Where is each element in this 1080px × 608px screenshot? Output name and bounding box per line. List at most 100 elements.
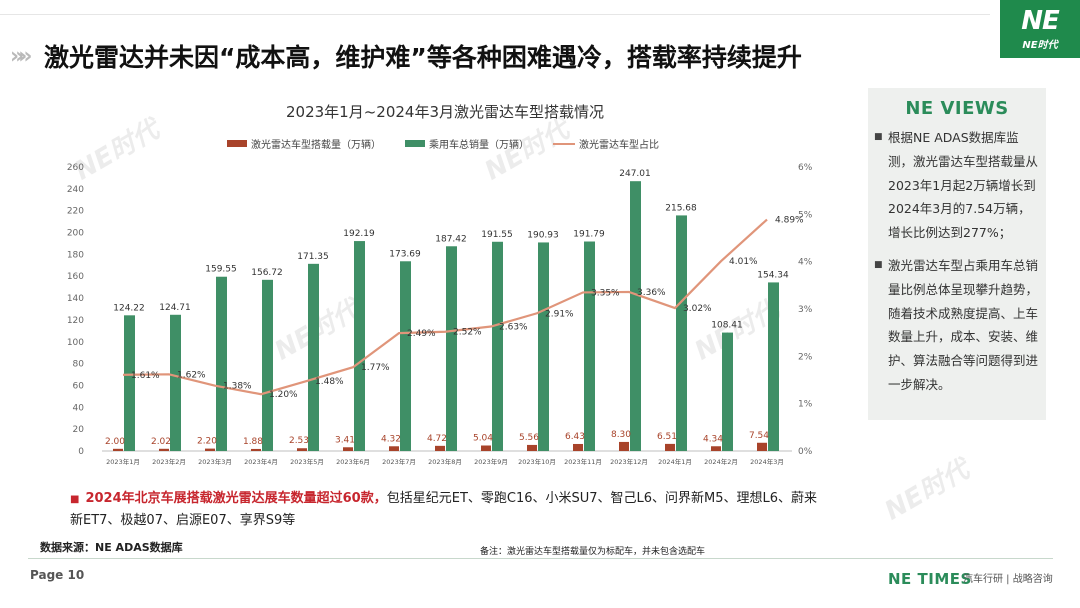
sales-data-label: 191.55 — [481, 230, 513, 240]
lidar-bar — [159, 448, 169, 451]
ratio-data-label: 1.77% — [361, 363, 390, 373]
ratio-data-label: 2.63% — [499, 323, 528, 333]
x-axis-tick: 2024年1月 — [658, 457, 692, 466]
sales-bar — [354, 241, 365, 451]
lidar-bar — [435, 445, 445, 451]
note-highlight: 2024年北京车展搭载激光雷达展车数量超过60款， — [85, 491, 387, 506]
sales-data-label: 191.79 — [573, 230, 605, 240]
left-axis-tick: 20 — [73, 425, 85, 435]
left-axis-tick: 100 — [67, 338, 84, 348]
lidar-bar — [481, 445, 491, 451]
x-axis-tick: 2023年7月 — [382, 457, 416, 466]
sales-data-label: 173.69 — [389, 249, 421, 259]
lidar-bar — [389, 446, 399, 451]
lidar-data-label: 4.32 — [381, 434, 401, 444]
ne-views-item: ■ 激光雷达车型占乘用车总销量比例总体呈现攀升趋势，随着技术成熟度提高、上车数量… — [874, 254, 1042, 397]
ne-views-text: 激光雷达车型占乘用车总销量比例总体呈现攀升趋势，随着技术成熟度提高、上车数量上升… — [888, 258, 1039, 392]
sales-data-label: 247.01 — [619, 169, 651, 179]
left-axis-tick: 140 — [67, 294, 84, 304]
ratio-data-label: 1.38% — [223, 382, 252, 392]
lidar-bar — [757, 442, 767, 451]
sales-data-label: 156.72 — [251, 268, 283, 278]
sales-bar — [584, 241, 595, 451]
sales-data-label: 154.34 — [757, 270, 789, 280]
lidar-bar — [619, 441, 629, 451]
ratio-line — [122, 218, 768, 396]
lidar-data-label: 7.54 — [749, 431, 769, 441]
x-axis-tick: 2023年9月 — [474, 457, 508, 466]
sales-data-label: 192.19 — [343, 229, 375, 239]
bullet-square-icon: ■ — [70, 494, 80, 505]
lidar-bar — [573, 443, 583, 451]
left-axis-tick: 200 — [67, 229, 84, 239]
x-axis-tick: 2023年1月 — [106, 457, 140, 466]
lidar-bar — [113, 448, 123, 451]
lidar-data-label: 2.00 — [105, 437, 125, 447]
sales-data-label: 215.68 — [665, 203, 697, 213]
sales-data-label: 108.41 — [711, 321, 743, 331]
ne-views-text: 根据NE ADAS数据库监测，激光雷达车型搭载量从2023年1月起2万辆增长到2… — [888, 130, 1039, 241]
x-axis-tick: 2023年12月 — [610, 457, 648, 466]
left-axis-tick: 240 — [67, 185, 84, 195]
sales-data-label: 171.35 — [297, 252, 329, 262]
x-axis-tick: 2023年4月 — [244, 457, 278, 466]
bottom-divider — [28, 558, 1053, 559]
right-axis-tick: 2% — [798, 352, 813, 362]
left-axis-tick: 0 — [78, 447, 84, 457]
logo-mark: NE — [1021, 5, 1060, 36]
legend-item-lidar: 激光雷达车型搭载量（万辆） — [227, 136, 381, 151]
ne-views-panel: NE VIEWS ■ 根据NE ADAS数据库监测，激光雷达车型搭载量从2023… — [868, 88, 1046, 420]
lidar-bar — [297, 448, 307, 451]
lidar-bar — [527, 444, 537, 451]
lidar-bar — [665, 443, 675, 451]
sales-bar — [308, 263, 319, 451]
x-axis-tick: 2023年8月 — [428, 457, 462, 466]
right-axis-tick: 1% — [798, 400, 813, 410]
bullet-square-icon: ■ — [874, 132, 883, 142]
brand-logo: NE NE时代 — [1000, 0, 1080, 58]
lidar-data-label: 6.43 — [565, 432, 585, 442]
ratio-data-label: 2.49% — [407, 329, 436, 339]
legend-label-sales: 乘用车总销量（万辆） — [429, 140, 529, 151]
sales-bar — [492, 241, 503, 451]
ne-views-title: NE VIEWS — [905, 98, 1009, 119]
chart-title: 2023年1月~2024年3月激光雷达车型搭载情况 — [285, 103, 604, 121]
logo-subtitle: NE时代 — [1022, 39, 1058, 51]
lidar-data-label: 8.30 — [611, 430, 631, 440]
sales-data-label: 124.71 — [159, 303, 191, 313]
sales-data-label: 124.22 — [113, 303, 145, 313]
right-axis-tick: 4% — [798, 258, 813, 268]
data-remark: 备注：激光雷达车型搭载量仅为标配车，并未包含选配车 — [480, 547, 706, 557]
sales-bar — [722, 332, 733, 451]
legend-item-ratio: 激光雷达车型占比 — [553, 136, 659, 151]
left-axis-tick: 180 — [67, 250, 84, 260]
x-axis-tick: 2023年5月 — [290, 457, 324, 466]
lidar-data-label: 1.88 — [243, 437, 263, 447]
right-axis-tick: 0% — [798, 447, 813, 457]
ratio-data-label: 4.89% — [775, 216, 804, 226]
ratio-data-label: 1.48% — [315, 377, 344, 387]
lidar-data-label: 4.34 — [703, 434, 723, 444]
sales-data-label: 187.42 — [435, 234, 467, 244]
lidar-bar — [205, 448, 215, 451]
legend-label-ratio: 激光雷达车型占比 — [579, 140, 659, 151]
footer-brand-subtitle: 汽车行研 | 战略咨询 — [963, 574, 1053, 585]
lidar-bar — [711, 446, 721, 451]
ne-views-item: ■ 根据NE ADAS数据库监测，激光雷达车型搭载量从2023年1月起2万辆增长… — [874, 126, 1042, 245]
left-axis-tick: 220 — [67, 207, 84, 217]
sales-bar — [676, 215, 687, 451]
lidar-data-label: 3.41 — [335, 435, 355, 445]
x-axis-tick: 2023年6月 — [336, 457, 370, 466]
ratio-data-label: 3.36% — [637, 288, 666, 298]
sales-bar — [538, 242, 549, 451]
x-axis-tick: 2023年10月 — [518, 457, 556, 466]
sales-bar — [446, 246, 457, 451]
left-axis-tick: 60 — [73, 381, 85, 391]
sales-bar — [170, 314, 181, 451]
right-axis-tick: 3% — [798, 305, 813, 315]
lidar-data-label: 2.02 — [151, 437, 171, 447]
ratio-data-label: 3.02% — [683, 304, 712, 314]
ratio-data-label: 3.35% — [591, 288, 620, 298]
left-axis-tick: 260 — [67, 163, 84, 173]
lidar-bar — [343, 447, 353, 451]
